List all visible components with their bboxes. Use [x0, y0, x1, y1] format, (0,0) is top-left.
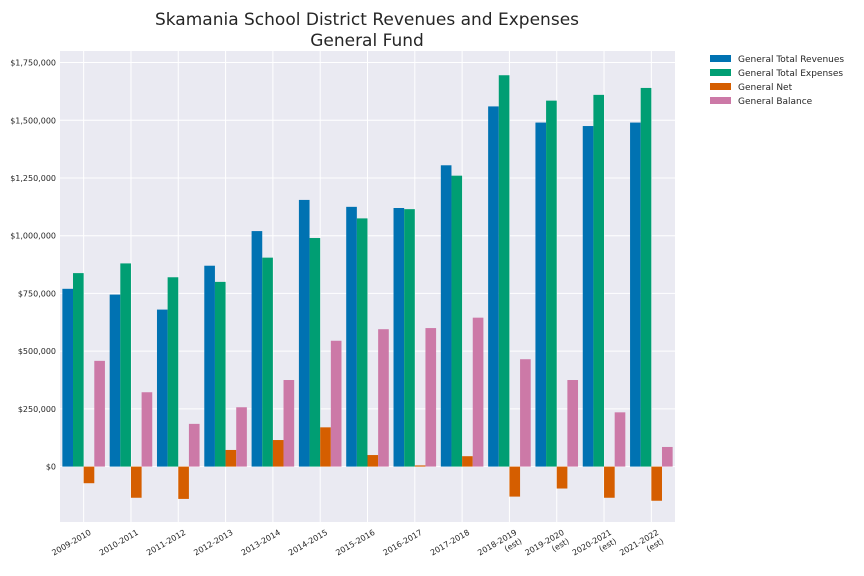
bar-4-11: [567, 380, 579, 467]
bar-4-7: [378, 329, 389, 467]
bar-4-1: [94, 360, 105, 467]
bar-3-7: [367, 455, 379, 467]
bar-4-13: [661, 446, 673, 467]
x-tick-label: 2010-2011: [98, 528, 140, 558]
y-tick-label: $750,000: [18, 289, 56, 298]
bar-2-4: [214, 281, 226, 467]
x-tick-label-line: 2011-2012: [145, 528, 187, 558]
bar-3-9: [462, 456, 473, 467]
bar-2-9: [451, 175, 463, 467]
bar-2-6: [309, 238, 321, 467]
legend-label-2: General Total Expenses: [738, 69, 843, 79]
y-tick-label: $250,000: [18, 405, 56, 414]
bar-2-11: [546, 100, 557, 467]
x-tick-label-line: 2014-2015: [287, 528, 329, 558]
y-tick-label: $1,750,000: [10, 59, 56, 68]
bar-3-13: [651, 466, 662, 501]
x-tick-label: 2018-2019(est): [476, 528, 523, 558]
bar-2-3: [167, 277, 179, 467]
legend-label-4: General Balance: [738, 97, 813, 107]
bar-2-13: [640, 87, 652, 467]
bar-3-10: [509, 466, 521, 497]
x-tick-label: 2012-2013: [192, 528, 234, 558]
bar-4-8: [425, 328, 437, 467]
bar-1-1: [62, 288, 74, 467]
bar-4-10: [520, 359, 531, 467]
bar-2-8: [404, 209, 415, 467]
bar-3-12: [604, 466, 615, 498]
x-tick-label: 2014-2015: [287, 528, 329, 558]
x-axis: 2009-2010 2010-2011 2011-2012 2012-2013 2013…: [50, 528, 665, 558]
bar-3-5: [272, 440, 284, 467]
bar-2-5: [262, 257, 273, 467]
legend: General Total Revenues General Total Expe…: [710, 55, 844, 107]
x-tick-label: 2015-2016: [334, 528, 376, 558]
bar-3-11: [556, 466, 568, 489]
x-tick-label-line: 2017-2018: [429, 528, 471, 558]
bar-4-5: [283, 380, 295, 467]
bar-1-3: [156, 309, 168, 467]
bar-1-9: [440, 165, 452, 467]
x-tick-label: 2013-2014: [240, 528, 282, 558]
x-tick-label: 2017-2018: [429, 528, 471, 558]
bar-3-8: [414, 465, 426, 467]
bar-2-10: [498, 75, 510, 467]
bar-1-5: [251, 231, 263, 467]
bar-3-3: [178, 466, 189, 499]
bar-2-1: [73, 273, 84, 467]
y-tick-label: $500,000: [18, 347, 56, 356]
bars: [62, 75, 673, 501]
x-tick-label: 2009-2010: [50, 528, 92, 558]
bar-1-4: [204, 265, 215, 467]
x-tick-label-line: 2016-2017: [382, 528, 424, 558]
y-axis: $0 $250,000 $500,000 $750,000 $1,000,000 $1,2…: [10, 59, 56, 472]
bar-3-2: [130, 466, 142, 498]
bar-1-2: [109, 294, 121, 467]
y-tick-label: $1,000,000: [10, 232, 56, 241]
bar-4-2: [141, 392, 153, 467]
x-tick-label: 2020-2021(est): [571, 528, 618, 558]
x-tick-label-line: 2012-2013: [192, 528, 234, 558]
bar-2-12: [593, 94, 605, 467]
bar-1-10: [488, 106, 499, 467]
legend-label-1: General Total Revenues: [738, 55, 844, 65]
bar-2-2: [120, 263, 131, 467]
x-tick-label-line: 2015-2016: [334, 528, 376, 558]
bar-4-3: [188, 423, 200, 467]
bar-3-1: [83, 466, 95, 484]
bar-4-12: [614, 412, 626, 467]
bar-1-12: [582, 126, 594, 467]
x-tick-label: 2016-2017: [382, 528, 424, 558]
bar-1-8: [393, 208, 405, 467]
x-tick-label: 2021-2022(est): [618, 528, 665, 558]
y-tick-label: $1,500,000: [10, 116, 56, 125]
bar-2-7: [356, 218, 368, 467]
legend-swatch-2: [710, 69, 731, 76]
x-tick-label: 2011-2012: [145, 528, 187, 558]
legend-swatch-1: [710, 55, 731, 62]
y-tick-label: $1,250,000: [10, 174, 56, 183]
chart-title: Skamania School District Revenues and Ex…: [155, 10, 579, 30]
x-tick-label: 2019-2020(est): [523, 528, 570, 558]
bar-1-11: [535, 122, 547, 467]
legend-swatch-4: [710, 97, 731, 104]
bar-3-4: [225, 449, 237, 467]
legend-label-3: General Net: [738, 83, 793, 93]
bar-3-6: [320, 427, 331, 467]
x-tick-label-line: 2013-2014: [240, 528, 282, 558]
legend-swatch-3: [710, 83, 731, 90]
y-tick-label: $0: [46, 463, 56, 472]
bar-1-6: [298, 199, 310, 467]
x-tick-label-line: 2009-2010: [50, 528, 92, 558]
bar-1-7: [346, 206, 357, 467]
bar-4-9: [472, 317, 484, 467]
x-tick-label-line: 2010-2011: [98, 528, 140, 558]
bar-4-4: [236, 407, 247, 467]
chart-subtitle: General Fund: [310, 31, 424, 51]
bar-1-13: [630, 122, 641, 467]
bar-4-6: [330, 340, 342, 467]
